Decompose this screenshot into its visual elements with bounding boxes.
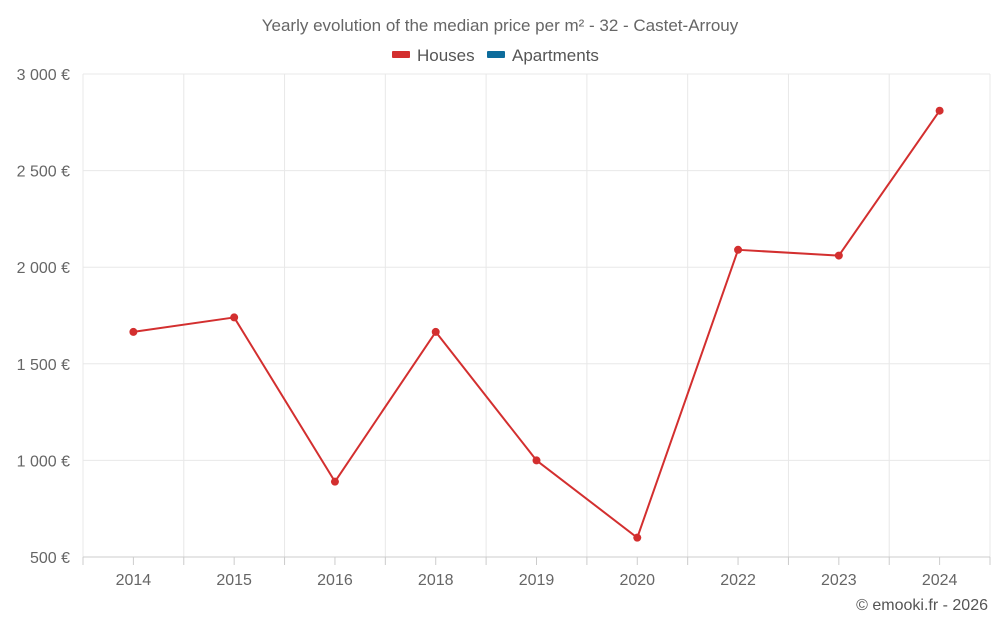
x-tick-label: 2024 xyxy=(922,572,958,589)
data-point-houses[interactable] xyxy=(230,313,239,322)
legend-swatch-apartments xyxy=(487,51,505,58)
y-tick-label: 1 000 € xyxy=(17,453,70,470)
x-tick-label: 2023 xyxy=(821,572,857,589)
credit-text: © emooki.fr - 2026 xyxy=(856,597,988,614)
y-axis: 500 € 1 000 € 1 500 € 2 000 € 2 500 € 3 000 € xyxy=(17,67,70,567)
y-tick-label: 2 000 € xyxy=(17,260,70,277)
legend-item-houses[interactable]: Houses xyxy=(392,46,475,65)
data-point-houses[interactable] xyxy=(633,533,642,542)
legend: Houses Apartments xyxy=(392,46,599,65)
x-tick-label: 2015 xyxy=(216,572,252,589)
x-tick-label: 2022 xyxy=(720,572,756,589)
x-tick-label: 2018 xyxy=(418,572,454,589)
chart-title: Yearly evolution of the median price per… xyxy=(262,16,739,35)
data-point-houses[interactable] xyxy=(935,106,944,115)
data-point-houses[interactable] xyxy=(129,327,138,336)
data-point-houses[interactable] xyxy=(532,456,541,465)
legend-swatch-houses xyxy=(392,51,410,58)
x-tick-label: 2014 xyxy=(116,572,152,589)
x-tick-label: 2019 xyxy=(519,572,555,589)
x-axis: 2014 2015 2016 2018 2019 2020 2022 2023 2024 xyxy=(82,557,991,589)
y-tick-label: 1 500 € xyxy=(17,357,70,374)
y-tick-label: 500 € xyxy=(30,550,70,567)
series-line-houses xyxy=(133,110,941,539)
x-tick-label: 2020 xyxy=(619,572,655,589)
x-tick-label: 2016 xyxy=(317,572,353,589)
legend-item-apartments[interactable]: Apartments xyxy=(487,46,599,65)
data-point-houses[interactable] xyxy=(431,327,440,336)
data-point-houses[interactable] xyxy=(330,477,339,486)
legend-label-apartments: Apartments xyxy=(512,46,599,65)
series-houses xyxy=(129,106,944,542)
y-tick-label: 3 000 € xyxy=(17,67,70,84)
grid xyxy=(82,73,991,558)
legend-label-houses: Houses xyxy=(417,46,475,65)
data-point-houses[interactable] xyxy=(734,245,743,254)
y-tick-label: 2 500 € xyxy=(17,164,70,181)
data-point-houses[interactable] xyxy=(834,251,843,260)
